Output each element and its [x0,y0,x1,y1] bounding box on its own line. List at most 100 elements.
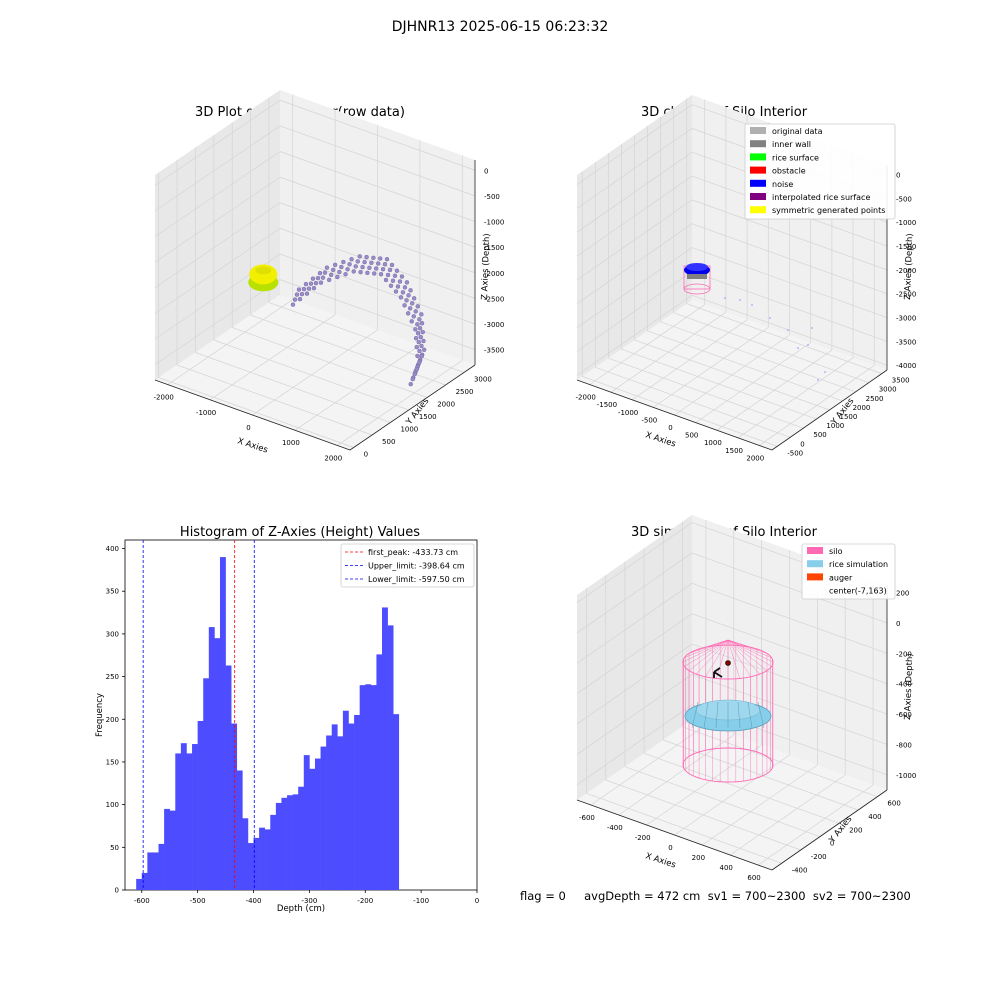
rice-mesh-line [757,701,765,729]
grid-line [576,199,693,281]
hist-bar [247,843,254,890]
hist-bar [136,878,143,890]
wall-point [328,272,334,278]
hist-bar [225,665,232,890]
y-tick-label: 3500 [892,377,910,385]
wall-point [417,348,422,354]
wall-point [398,295,404,300]
wall-point [378,271,384,277]
panel4-zlabel: Z Axies (Depth) [903,653,915,720]
y-tick-label: -200 [811,853,827,861]
z-tick-label: -2500 [484,295,504,303]
hist-bar [281,797,288,890]
grid-line [576,522,693,603]
grid-line [691,199,888,271]
legend-box [801,543,896,600]
hist-bar [192,744,198,890]
wall-point [410,376,415,382]
y-tick-label: 500 [382,438,395,446]
x-tick-label: 200 [692,854,705,862]
legend-label: rice simulation [829,560,888,569]
y-tick-label: 400 [868,813,881,821]
x-tick-label: 2000 [746,454,764,462]
hist-bar [314,758,321,890]
y-tick-label: 0 [364,451,368,459]
silo-roof-line [684,639,729,658]
z-tick-label: 0 [896,172,900,180]
wall-point [419,354,424,359]
x-tick-label: -600 [134,897,150,905]
grid-line [576,104,693,185]
y-tick-label: 2000 [853,404,871,412]
axis-line [576,799,773,871]
legend-swatch [750,127,766,134]
scatter-point [724,297,726,299]
wall-point [409,301,415,306]
x-tick-label: 600 [747,874,760,882]
wall-point [330,267,336,273]
grid-line [586,793,782,864]
hist-bar [337,736,344,890]
panel2-legend: original data inner wall rice surface obsta… [744,123,896,220]
z-tick-label: 0 [896,620,900,628]
grid-line [279,253,476,325]
auger-marker [713,667,723,678]
noise-cluster-top [686,263,708,271]
wall-point [317,270,323,276]
wall-point [388,283,394,288]
grid-line [621,348,817,420]
hist-bar [309,768,316,890]
grid-line [691,552,888,624]
wall-point [392,273,398,278]
grid-line [576,175,693,257]
grid-line [576,643,693,725]
wall-point [367,265,372,271]
wall-point [397,279,403,284]
wall-point [378,256,383,261]
legend-swatch [807,573,823,581]
wall-point [395,284,401,289]
y-tick-label: 300 [106,630,119,638]
panel3-title: Histogram of Z-Axies (Height) Values [180,525,420,540]
z-tick-label: -3500 [896,338,916,346]
hist-bar [393,714,400,890]
grid-line [691,247,888,318]
wall-point [290,302,296,307]
hist-bar [359,685,366,890]
grid-line [673,312,869,384]
legend-swatch [807,560,823,568]
wall-point [324,265,330,270]
hist-bar [180,743,187,890]
scatter-point [817,379,819,381]
grid-line [647,330,843,402]
wall-point [413,309,418,314]
panel1-zlabel: Z Axies (Depth) [480,233,492,300]
panel4-silo-model [682,639,774,783]
wall-point [369,260,374,266]
z-tick-label: -1000 [896,772,916,780]
wall-point [417,360,422,365]
wall-point [320,275,326,280]
wall-point [304,291,310,296]
scatter-point [807,344,809,346]
silo-roof-line [727,639,772,667]
wall-point [394,268,400,273]
panel2-xlabel: X Axies [644,430,677,449]
silo-roof-line [727,639,740,679]
wall-point [419,312,424,317]
panel4-xlabel: X Axies [644,851,677,870]
z-tick-label: -600 [896,711,912,719]
z-tick-label: -2000 [896,267,916,275]
wall-point [419,320,425,326]
grid-line [643,753,840,824]
x-tick-label: -400 [607,824,623,832]
y-tick-label: 0 [800,440,804,448]
y-tick-label: 2000 [437,401,455,409]
panel4-legend: silo rice simulation auger center(-7,163) [801,543,896,600]
z-tick-label: -200 [896,650,912,658]
wall-point [341,259,346,265]
hist-bar [242,818,249,890]
axis-line [349,364,476,451]
legend-label: noise [772,180,793,189]
grid-line [154,202,281,289]
